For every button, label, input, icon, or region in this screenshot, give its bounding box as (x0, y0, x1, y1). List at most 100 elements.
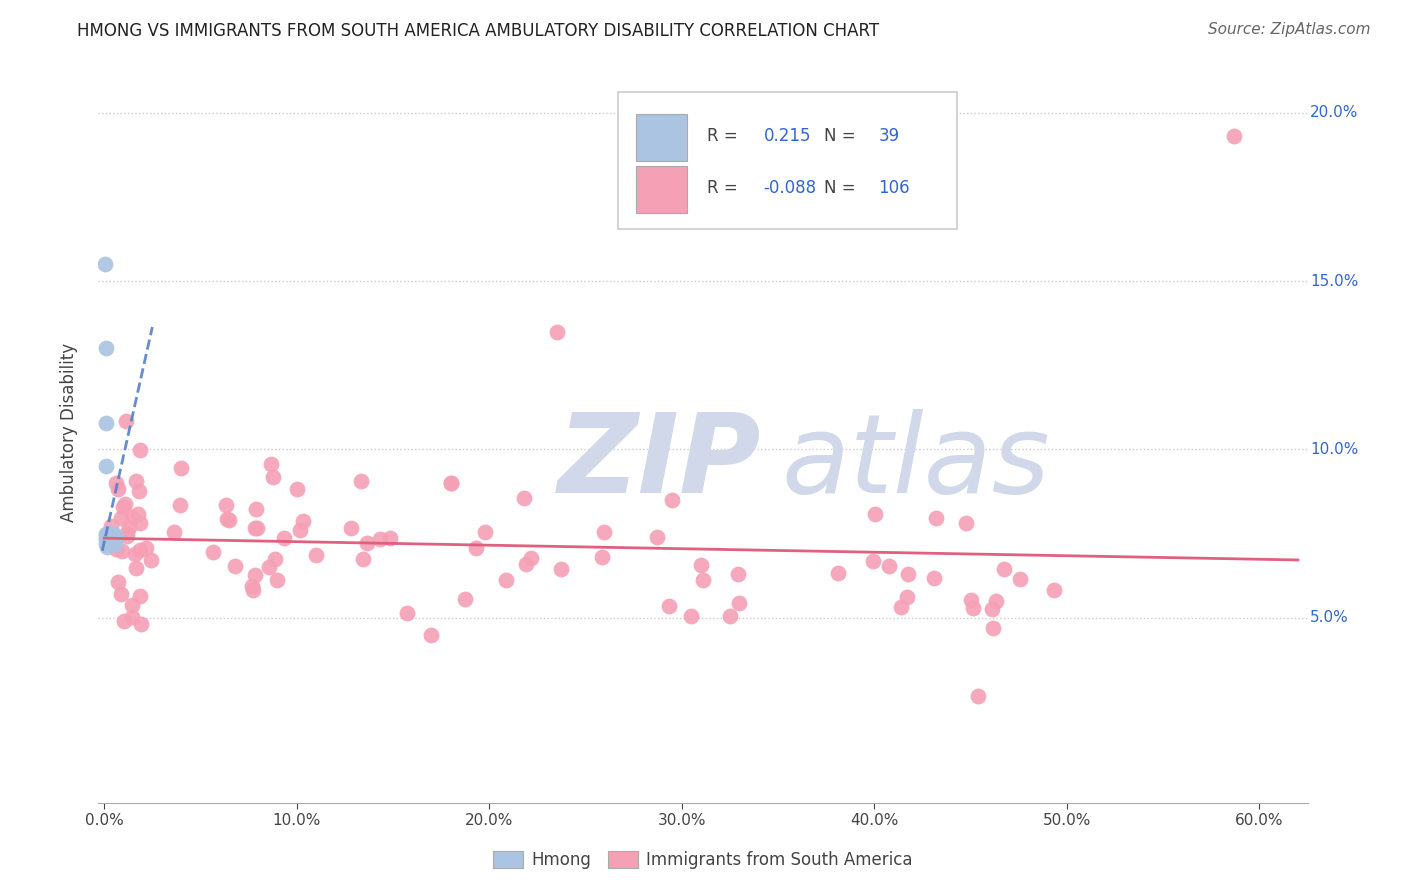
Point (98, 530, 121, 544)
Text: -0.088: -0.088 (763, 178, 817, 197)
Point (962, 601, 984, 615)
Point (98, 536, 121, 550)
Point (266, 573, 288, 587)
Text: ZIP: ZIP (558, 409, 762, 516)
Point (924, 571, 946, 585)
Text: N =: N = (824, 178, 860, 197)
Point (97, 536, 120, 550)
Point (1042, 583, 1064, 598)
Point (97, 533, 120, 548)
Point (104, 475, 127, 490)
Point (110, 511, 132, 525)
Point (454, 592, 477, 607)
Point (288, 524, 311, 538)
Point (1223, 129, 1246, 144)
Point (352, 552, 374, 566)
Point (897, 567, 920, 582)
Point (243, 568, 266, 582)
Point (955, 516, 977, 530)
Point (124, 547, 146, 561)
Point (287, 483, 309, 497)
Point (515, 558, 537, 572)
Point (101, 536, 124, 550)
Text: Source: ZipAtlas.com: Source: ZipAtlas.com (1208, 22, 1371, 37)
Text: 0.215: 0.215 (763, 127, 811, 145)
Point (546, 325, 568, 339)
Point (100, 533, 122, 548)
Point (94, 416, 117, 430)
Point (103, 526, 125, 541)
Point (877, 558, 900, 573)
Point (690, 558, 713, 572)
Point (98, 536, 121, 550)
Text: 5.0%: 5.0% (1310, 610, 1348, 625)
Point (257, 560, 280, 574)
Point (114, 497, 136, 511)
Point (224, 558, 246, 573)
Point (127, 507, 149, 521)
Point (100, 526, 122, 541)
Point (727, 596, 749, 610)
Point (98, 533, 121, 548)
Point (981, 621, 1004, 635)
Text: R =: R = (707, 178, 742, 197)
Point (97, 533, 120, 548)
FancyBboxPatch shape (637, 113, 688, 161)
Point (110, 587, 132, 601)
Point (121, 509, 143, 524)
Point (217, 512, 239, 526)
Point (101, 533, 124, 548)
Point (96, 530, 118, 544)
Point (114, 414, 136, 428)
Point (395, 606, 418, 620)
Point (513, 491, 536, 505)
Point (128, 484, 150, 499)
Point (107, 483, 129, 497)
Point (169, 498, 191, 512)
Point (368, 532, 391, 546)
Point (218, 513, 240, 527)
Point (141, 553, 163, 567)
Point (984, 594, 1007, 608)
Point (718, 609, 741, 624)
Point (115, 529, 138, 543)
Point (925, 511, 948, 525)
Point (243, 521, 266, 535)
Point (97, 530, 120, 544)
Point (98, 526, 121, 541)
Text: N =: N = (824, 127, 860, 145)
Point (340, 521, 363, 535)
Point (465, 541, 488, 555)
Point (94, 342, 117, 356)
Point (111, 544, 134, 558)
Text: 106: 106 (879, 178, 910, 197)
Point (121, 609, 143, 624)
Point (96, 540, 118, 554)
Text: 39: 39 (879, 127, 900, 145)
Point (96, 536, 118, 550)
Point (305, 548, 328, 562)
Point (350, 474, 373, 488)
Point (865, 507, 887, 521)
Point (966, 690, 988, 704)
Text: R =: R = (707, 127, 742, 145)
Point (378, 531, 401, 545)
Point (242, 583, 264, 598)
Point (240, 579, 263, 593)
Y-axis label: Ambulatory Disability: Ambulatory Disability (59, 343, 77, 522)
Point (129, 442, 152, 457)
Point (419, 628, 441, 642)
Point (692, 574, 714, 588)
Point (94, 530, 117, 544)
Legend: Hmong, Immigrants from South America: Hmong, Immigrants from South America (486, 845, 920, 876)
Point (661, 493, 683, 508)
Point (593, 524, 616, 539)
Point (97, 526, 120, 541)
Point (96, 533, 118, 548)
Point (94, 526, 117, 541)
Point (246, 521, 269, 535)
Text: 15.0%: 15.0% (1310, 274, 1358, 289)
Point (959, 592, 981, 607)
Point (94, 257, 117, 271)
Point (356, 535, 378, 549)
